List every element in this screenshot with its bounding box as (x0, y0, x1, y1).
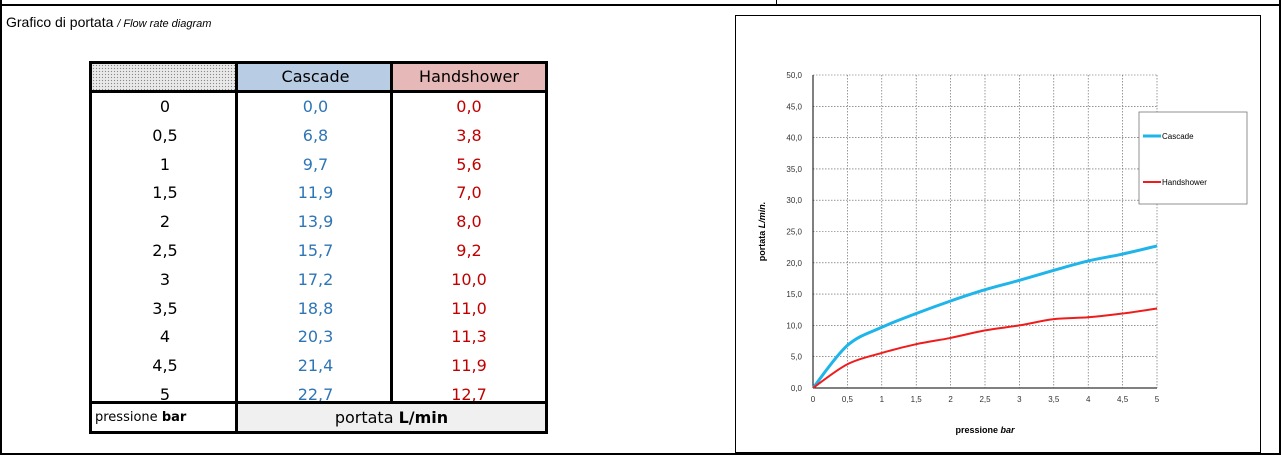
x-tick-label: 5 (1155, 395, 1160, 404)
pressure-cell: 0 (159, 97, 171, 116)
x-tick-label: 2,5 (979, 395, 991, 404)
y-tick-label: 5,0 (791, 353, 803, 362)
x-tick-label: 0 (811, 395, 816, 404)
cascade-cell: 13,9 (297, 212, 334, 232)
table-row: 4 20,3 11,3 (92, 323, 545, 352)
pressure-cell: 2,5 (152, 240, 178, 260)
cascade-cell: 18,8 (297, 298, 334, 318)
pressure-cell: 4 (159, 327, 171, 347)
x-tick-label: 2 (948, 395, 953, 404)
cascade-cell: 11,9 (297, 183, 334, 203)
table-row: 2,5 15,7 9,2 (92, 237, 545, 266)
flow-rate-table: Cascade Handshower 0 0,0 0,0 0,5 6,8 3,8 1 9,… (89, 61, 548, 434)
pressure-cell: 0,5 (152, 125, 178, 145)
pressure-cell: 2 (159, 212, 171, 232)
flow-rate-chart: 0,0 5,0 10,0 15,0 20,0 25,0 30,0 35,0 40,0 45,0 50… (735, 15, 1261, 453)
cascade-cell: 17,2 (297, 269, 334, 289)
handshower-cell: 8,0 (456, 212, 482, 232)
table-row: 4,5 21,4 11,9 (92, 352, 545, 381)
top-divider-tick (776, 0, 777, 6)
header-separator (92, 90, 545, 93)
header-blank-cell (92, 64, 238, 90)
handshower-cell: 0,0 (456, 97, 482, 116)
y-axis-title: portata L/min. (757, 202, 767, 262)
column-divider (390, 64, 393, 431)
handshower-cell: 11,0 (451, 298, 487, 318)
table-row: 1,5 11,9 7,0 (92, 179, 545, 208)
handshower-cell: 11,9 (451, 356, 487, 376)
legend-label: Handshower (1162, 178, 1207, 187)
series-line-handshower (812, 307, 1158, 389)
cascade-cell: 6,8 (302, 125, 329, 145)
y-tick-label: 50,0 (786, 71, 802, 80)
chart-canvas: 0,05,010,015,020,025,030,035,040,045,050… (757, 71, 1248, 435)
table-row: 1 9,7 5,6 (92, 151, 545, 180)
pressure-label-text: pressione (95, 410, 158, 425)
pressure-cell: 4,5 (152, 356, 178, 376)
series-line-cascade (811, 244, 1158, 389)
cascade-cell: 22,7 (297, 384, 334, 404)
x-tick-label: 1 (880, 395, 885, 404)
x-axis-title: pressione bar (955, 425, 1015, 435)
handshower-cell: 10,0 (451, 269, 487, 289)
handshower-cell: 5,6 (456, 154, 482, 174)
y-tick-label: 10,0 (786, 321, 802, 330)
cascade-cell: 20,3 (297, 327, 334, 347)
pressure-cell: 5 (159, 384, 171, 404)
x-tick-label: 4,5 (1117, 395, 1129, 404)
cascade-cell: 9,7 (302, 154, 329, 174)
pressure-unit-text: bar (161, 410, 187, 425)
pressure-cell: 1,5 (152, 183, 178, 203)
title-text: Grafico di portata (6, 14, 114, 30)
pressure-unit-label: pressione bar (92, 404, 235, 431)
y-tick-label: 15,0 (786, 290, 802, 299)
header-handshower: Handshower (393, 64, 545, 90)
flow-unit-label: portata L/min (238, 404, 545, 431)
table-row: 0,5 6,8 3,8 (92, 122, 545, 151)
legend-box (1138, 111, 1248, 205)
table-row: 2 13,9 8,0 (92, 208, 545, 237)
column-divider (235, 64, 238, 431)
handshower-cell: 11,3 (451, 327, 487, 347)
handshower-cell: 12,7 (451, 384, 487, 404)
legend-label: Cascade (1162, 132, 1194, 141)
footer-separator (92, 401, 545, 404)
pressure-cell: 3 (159, 269, 171, 289)
x-tick-label: 0,5 (842, 395, 854, 404)
y-tick-label: 20,0 (786, 259, 802, 268)
flow-unit-text: L/min (398, 408, 449, 427)
handshower-cell: 3,8 (456, 125, 482, 145)
table-row: 5 22,7 12,7 (92, 381, 545, 410)
pressure-cell: 1 (159, 154, 171, 174)
cascade-cell: 21,4 (297, 356, 334, 376)
y-tick-label: 30,0 (786, 196, 802, 205)
x-tick-label: 1,5 (911, 395, 923, 404)
y-tick-label: 0,0 (791, 384, 803, 393)
handshower-cell: 9,2 (456, 240, 482, 260)
table-row: 3 17,2 10,0 (92, 266, 545, 295)
cascade-cell: 15,7 (297, 240, 334, 260)
flow-label-text: portata (334, 408, 394, 427)
header-cascade: Cascade (238, 64, 393, 90)
y-tick-label: 40,0 (786, 134, 802, 143)
table-row: 0 0,0 0,0 (92, 93, 545, 122)
x-tick-label: 3 (1017, 395, 1022, 404)
x-tick-label: 4 (1086, 395, 1091, 404)
top-border (0, 4, 1281, 6)
table-body: 0 0,0 0,0 0,5 6,8 3,8 1 9,7 5,6 1,5 11,9 7,0 2 13… (92, 93, 545, 410)
subtitle-text: / Flow rate diagram (117, 18, 212, 30)
y-tick-label: 35,0 (786, 165, 802, 174)
pressure-cell: 3,5 (152, 298, 178, 318)
y-tick-label: 25,0 (786, 228, 802, 237)
cascade-cell: 0,0 (302, 97, 329, 116)
handshower-cell: 7,0 (456, 183, 482, 203)
x-tick-label: 3,5 (1048, 395, 1060, 404)
page-title: Grafico di portata / Flow rate diagram (6, 14, 211, 30)
table-row: 3,5 18,8 11,0 (92, 295, 545, 324)
y-tick-label: 45,0 (786, 102, 802, 111)
